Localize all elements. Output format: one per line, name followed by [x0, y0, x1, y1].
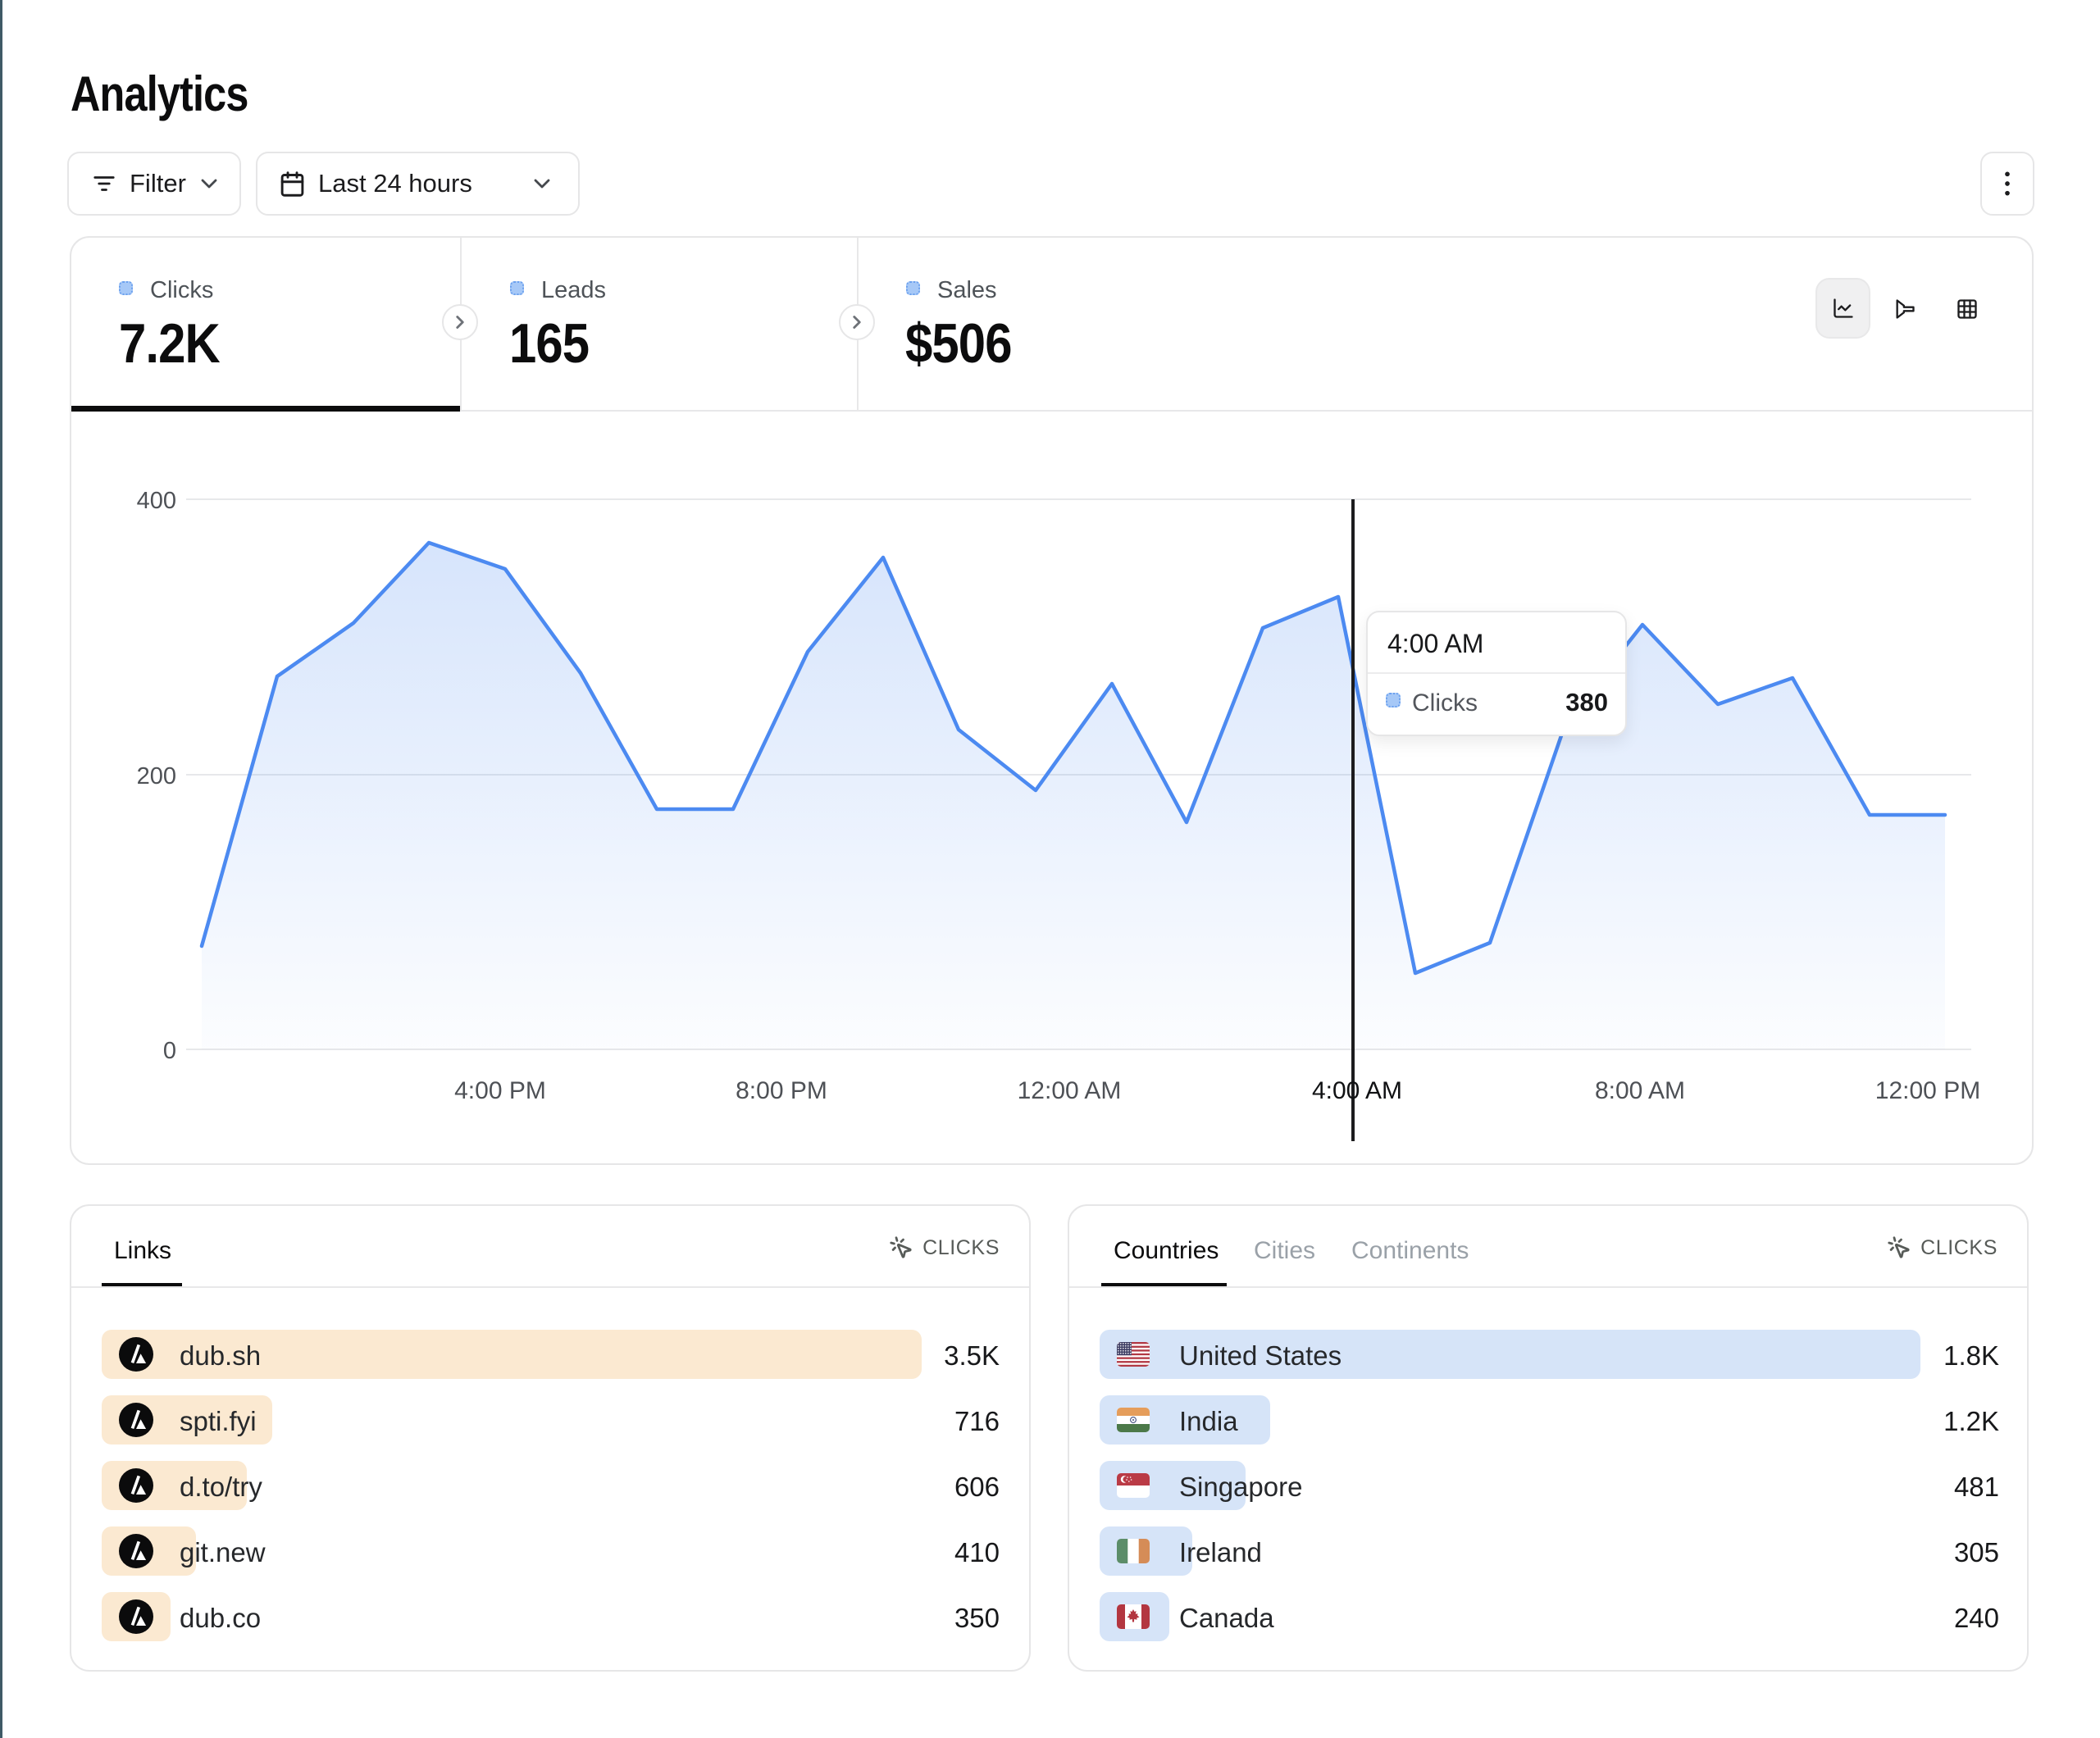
- svg-text:200: 200: [137, 763, 176, 789]
- svg-text:8:00 AM: 8:00 AM: [1595, 1077, 1685, 1104]
- svg-text:0: 0: [163, 1038, 176, 1064]
- svg-text:12:00 AM: 12:00 AM: [1018, 1077, 1122, 1104]
- svg-text:400: 400: [137, 488, 176, 514]
- svg-text:8:00 PM: 8:00 PM: [736, 1077, 827, 1104]
- svg-text:4:00 PM: 4:00 PM: [454, 1077, 546, 1104]
- svg-text:4:00 AM: 4:00 AM: [1312, 1077, 1402, 1104]
- svg-text:12:00 PM: 12:00 PM: [1875, 1077, 1980, 1104]
